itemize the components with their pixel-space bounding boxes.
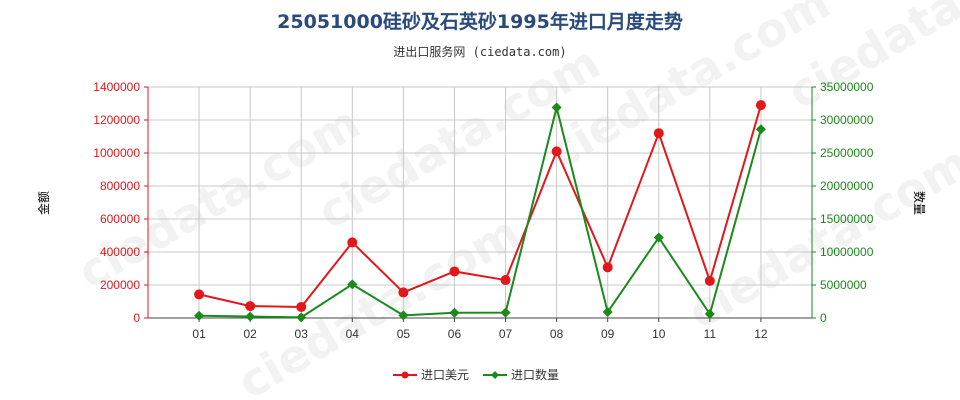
left-tick-label: 0 — [133, 311, 140, 325]
data-point[interactable] — [704, 309, 715, 320]
legend: 进口美元 进口数量 — [393, 367, 559, 382]
x-tick-label: 03 — [295, 327, 309, 341]
data-point[interactable] — [194, 310, 205, 321]
x-tick-label: 09 — [601, 327, 615, 341]
x-tick-label: 05 — [397, 327, 411, 341]
left-tick-label: 600000 — [100, 212, 140, 226]
right-tick-label: 15000000 — [820, 212, 874, 226]
data-point[interactable] — [653, 232, 664, 243]
x-tick-label: 02 — [243, 327, 257, 341]
left-tick-label: 800000 — [100, 179, 140, 193]
legend-marker-quantity — [491, 371, 499, 379]
data-point[interactable] — [500, 275, 511, 286]
axes — [147, 87, 813, 319]
x-tick-label: 10 — [652, 327, 666, 341]
data-point[interactable] — [602, 307, 613, 318]
right-tick-label: 25000000 — [820, 146, 874, 160]
data-point[interactable] — [449, 307, 460, 318]
x-tick-label: 01 — [192, 327, 206, 341]
legend-label-amount: 进口美元 — [421, 368, 469, 382]
left-tick-label: 1200000 — [93, 113, 140, 127]
data-point[interactable] — [347, 279, 358, 290]
left-tick-label: 1400000 — [93, 80, 140, 94]
right-tick-label: 10000000 — [820, 245, 874, 259]
x-tick-label: 06 — [448, 327, 462, 341]
series-amount — [194, 100, 766, 312]
right-axis-label: 数量 — [912, 191, 927, 215]
legend-item-amount[interactable]: 进口美元 — [393, 368, 469, 382]
right-axis-ticks: 0 5000000 10000000 15000000 20000000 25000000… — [812, 80, 874, 325]
right-tick-label: 35000000 — [820, 80, 874, 94]
chart-title: 25051000硅砂及石英砂1995年进口月度走势 — [277, 10, 683, 33]
chart-subtitle: 进出口服务网 (ciedata.com) — [393, 44, 566, 59]
data-point[interactable] — [296, 312, 307, 323]
left-tick-label: 1000000 — [93, 146, 140, 160]
data-point[interactable] — [245, 301, 256, 312]
right-tick-label: 20000000 — [820, 179, 874, 193]
series-line — [199, 107, 762, 319]
legend-item-quantity[interactable]: 进口数量 — [483, 367, 559, 382]
data-point[interactable] — [704, 275, 715, 286]
series-layer — [194, 100, 766, 323]
series-quantity — [194, 102, 766, 323]
data-point[interactable] — [755, 100, 766, 111]
data-point[interactable] — [398, 310, 409, 321]
legend-label-quantity: 进口数量 — [511, 367, 559, 382]
data-point[interactable] — [755, 124, 766, 135]
x-tick-label: 11 — [704, 327, 717, 341]
data-point[interactable] — [398, 287, 409, 298]
x-tick-label: 12 — [754, 327, 768, 341]
data-point[interactable] — [602, 262, 613, 273]
x-tick-label: 08 — [550, 327, 564, 341]
right-tick-label: 5000000 — [820, 278, 867, 292]
data-point[interactable] — [551, 146, 562, 157]
left-axis-label: 金额 — [36, 191, 51, 215]
left-tick-label: 400000 — [100, 245, 140, 259]
series-line — [198, 104, 762, 308]
x-tick-label: 04 — [346, 327, 360, 341]
watermark-text: ciedata.com — [229, 205, 529, 400]
data-point[interactable] — [500, 307, 511, 318]
data-point[interactable] — [653, 128, 664, 139]
x-tick-label: 07 — [499, 327, 513, 341]
left-axis-ticks: 0 200000 400000 600000 800000 1000000 1200000 1… — [93, 80, 148, 325]
legend-marker-amount — [401, 371, 409, 379]
right-tick-label: 0 — [820, 311, 827, 325]
data-point[interactable] — [347, 237, 358, 248]
watermark-text: ciedata.com — [679, 135, 960, 340]
left-tick-label: 200000 — [100, 278, 140, 292]
data-point[interactable] — [449, 266, 460, 277]
data-point[interactable] — [296, 301, 307, 312]
data-point[interactable] — [551, 102, 562, 113]
data-point[interactable] — [245, 311, 256, 322]
right-tick-label: 30000000 — [820, 113, 874, 127]
data-point[interactable] — [194, 289, 205, 300]
